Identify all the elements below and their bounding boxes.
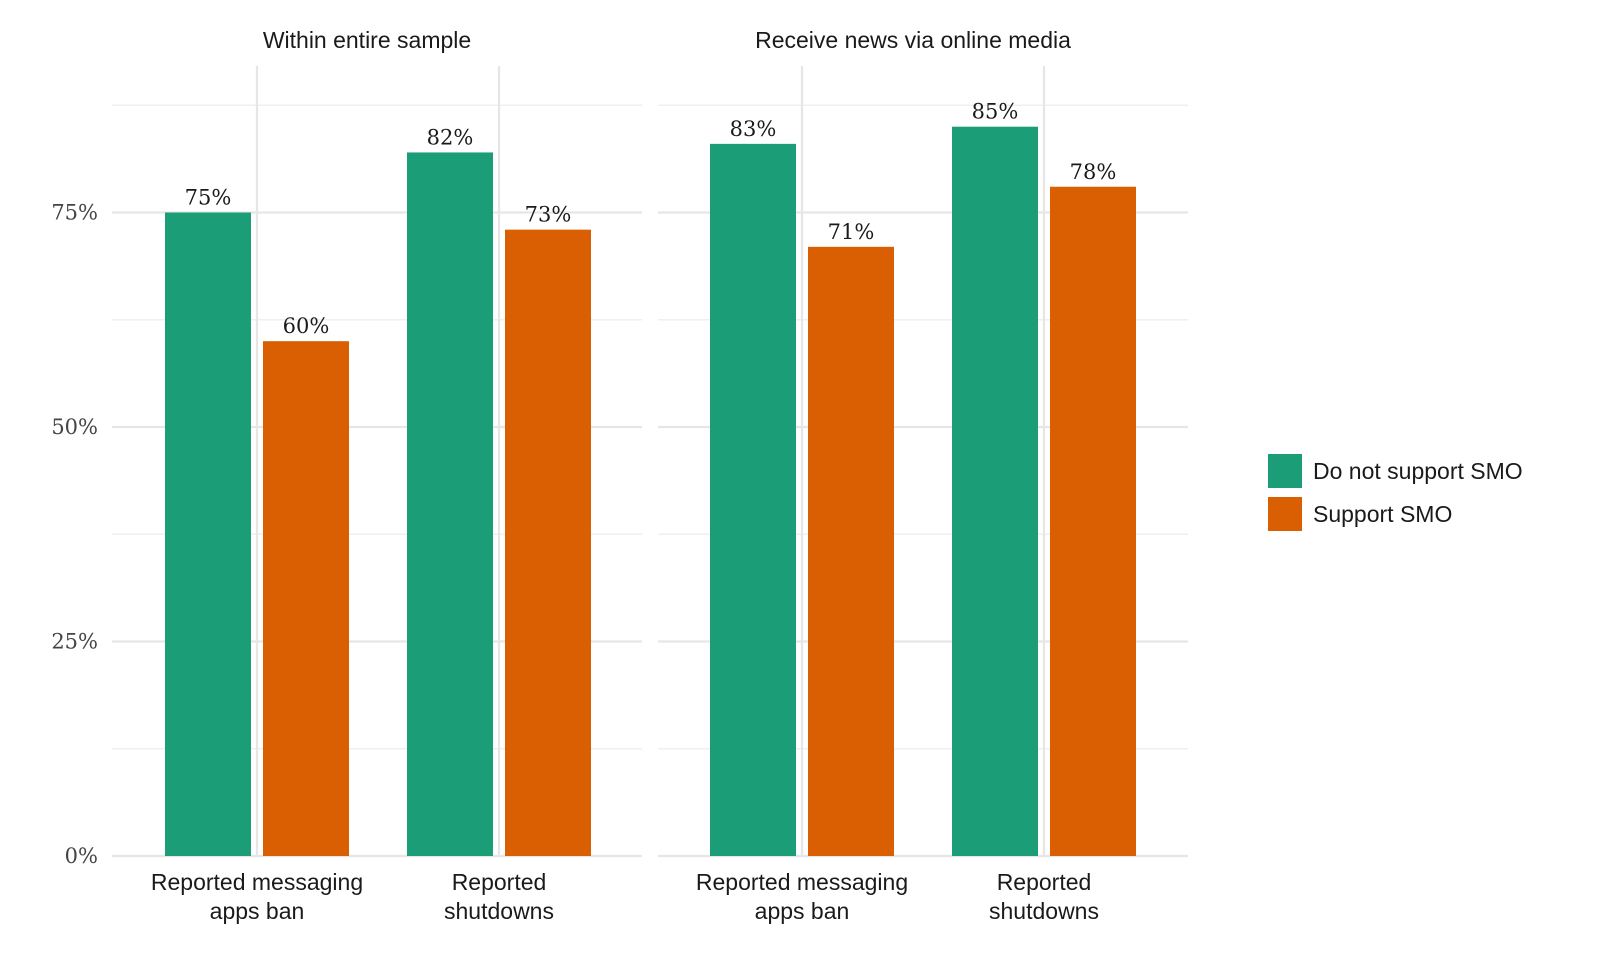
bar-do-not-support-2-1 xyxy=(710,143,796,857)
bar-support-2-2 xyxy=(1050,186,1136,856)
bar-value-label: 82% xyxy=(427,125,474,149)
x-tick-label: Reported messaging xyxy=(696,869,908,895)
bar-value-label: 71% xyxy=(828,220,875,244)
bar-support-1-1 xyxy=(263,341,349,856)
x-tick-label: apps ban xyxy=(755,898,850,924)
bar-support-2-1 xyxy=(808,246,894,856)
x-tick-label: apps ban xyxy=(210,898,305,924)
bar-support-1-2 xyxy=(505,229,591,856)
y-tick-label: 25% xyxy=(51,630,98,654)
bar-value-label: 78% xyxy=(1070,160,1117,184)
x-tick-label: Reported xyxy=(997,869,1092,895)
x-tick-label: Reported messaging xyxy=(151,869,363,895)
legend-swatch-2 xyxy=(1268,497,1302,531)
bar-value-label: 83% xyxy=(730,117,777,141)
legend-swatch-1 xyxy=(1268,454,1302,488)
bar-do-not-support-2-2 xyxy=(952,126,1038,856)
y-tick-label: 75% xyxy=(51,201,98,225)
bar-do-not-support-1-1 xyxy=(165,212,251,856)
bar-value-label: 60% xyxy=(283,314,330,338)
facet-title-1: Within entire sample xyxy=(263,27,471,53)
bar-do-not-support-1-2 xyxy=(407,152,493,856)
y-tick-label: 0% xyxy=(65,844,98,868)
facet-title-2: Receive news via online media xyxy=(755,27,1071,53)
bar-value-label: 85% xyxy=(972,100,1019,124)
x-tick-label: shutdowns xyxy=(444,898,554,924)
y-tick-label: 50% xyxy=(51,415,98,439)
legend-label-2: Support SMO xyxy=(1313,501,1452,527)
x-tick-label: shutdowns xyxy=(989,898,1099,924)
bar-value-label: 75% xyxy=(185,186,232,210)
x-tick-label: Reported xyxy=(452,869,547,895)
bar-value-label: 73% xyxy=(525,203,572,227)
legend-label-1: Do not support SMO xyxy=(1313,458,1523,484)
